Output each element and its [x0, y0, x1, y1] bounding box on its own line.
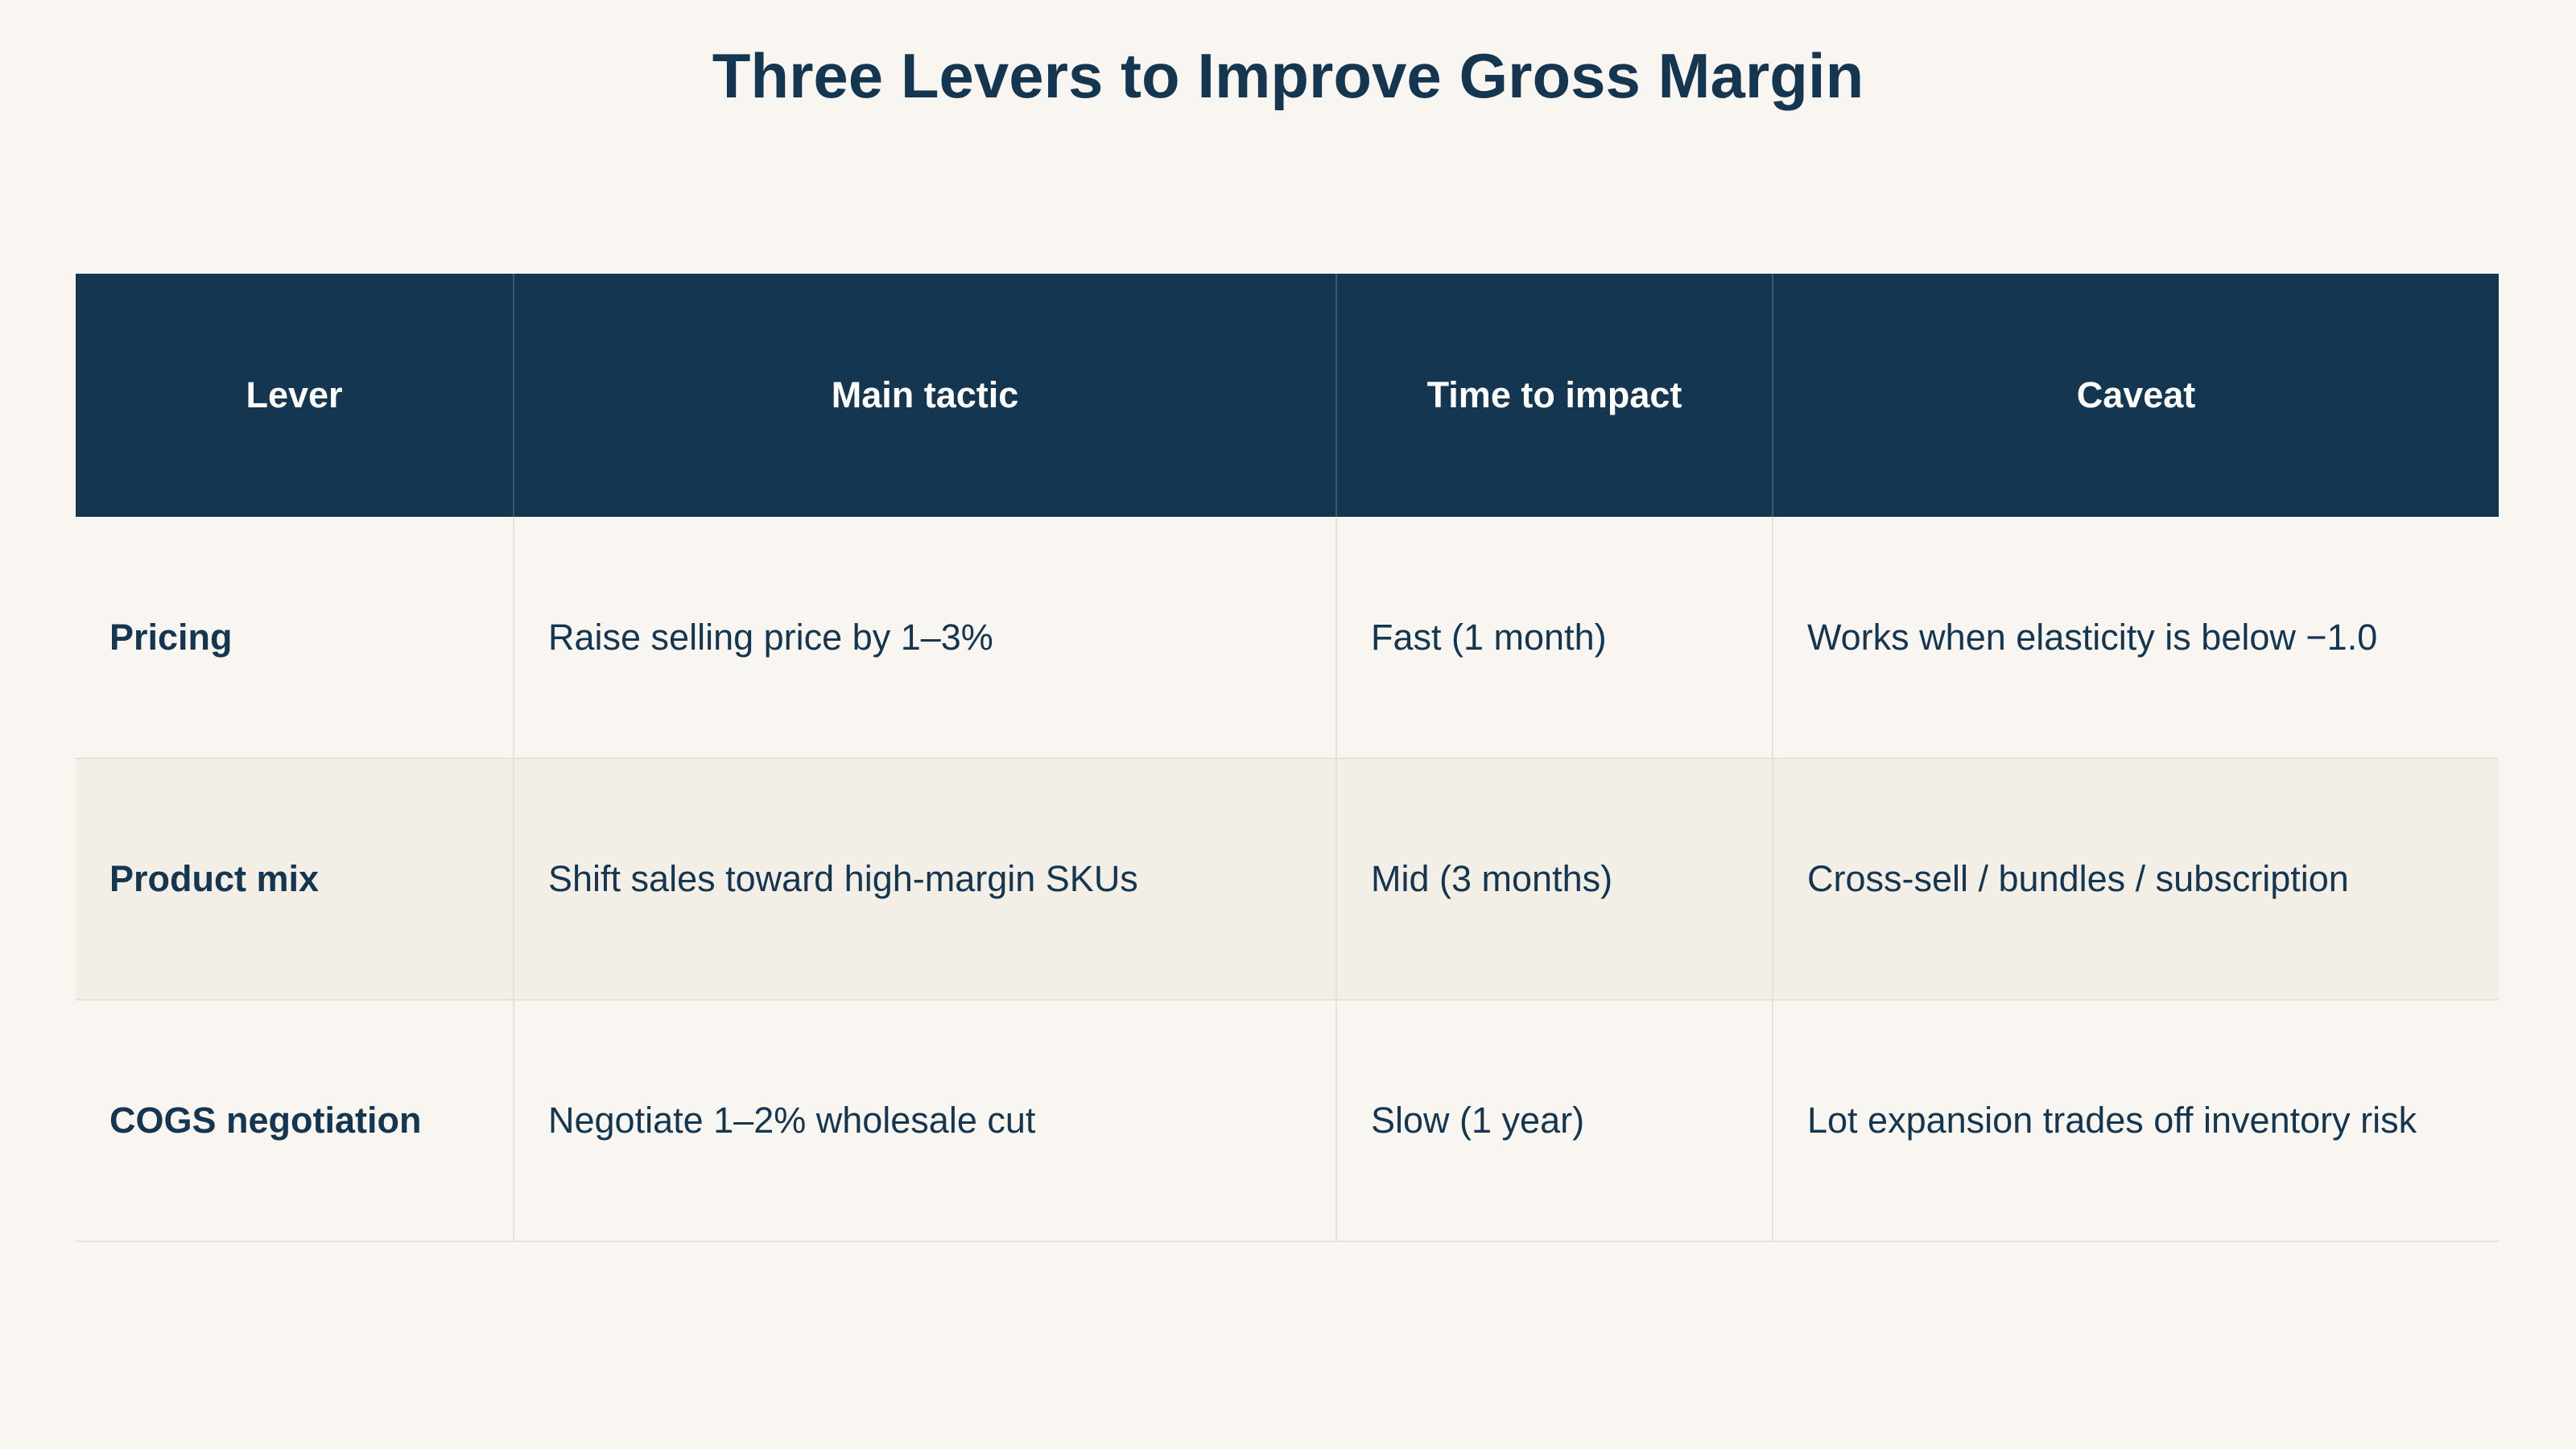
- column-header-caveat: Caveat: [1772, 274, 2499, 517]
- tactic-cell: Raise selling price by 1–3%: [513, 517, 1336, 759]
- levers-table: Lever Main tactic Time to impact Caveat …: [76, 274, 2499, 1242]
- column-header-lever: Lever: [76, 274, 514, 517]
- time-to-impact-cell: Slow (1 year): [1335, 1000, 1773, 1242]
- lever-cell: COGS negotiation: [76, 1000, 514, 1242]
- caveat-cell: Works when elasticity is below −1.0: [1772, 517, 2499, 759]
- table-row: Pricing Raise selling price by 1–3% Fast…: [76, 517, 2499, 759]
- column-header-main-tactic: Main tactic: [513, 274, 1336, 517]
- tactic-cell: Shift sales toward high-margin SKUs: [513, 758, 1336, 1001]
- caveat-cell: Cross-sell / bundles / subscription: [1772, 758, 2499, 1001]
- tactic-cell: Negotiate 1–2% wholesale cut: [513, 1000, 1336, 1242]
- table-row: Product mix Shift sales toward high-marg…: [76, 758, 2499, 1001]
- time-to-impact-cell: Mid (3 months): [1335, 758, 1773, 1001]
- caveat-cell: Lot expansion trades off inventory risk: [1772, 1000, 2499, 1242]
- table-row: COGS negotiation Negotiate 1–2% wholesal…: [76, 1000, 2499, 1242]
- page-title: Three Levers to Improve Gross Margin: [712, 40, 1864, 111]
- lever-cell: Pricing: [76, 517, 514, 759]
- lever-cell: Product mix: [76, 758, 514, 1001]
- table-header-row: Lever Main tactic Time to impact Caveat: [76, 274, 2499, 517]
- column-header-time-to-impact: Time to impact: [1335, 274, 1773, 517]
- time-to-impact-cell: Fast (1 month): [1335, 517, 1773, 759]
